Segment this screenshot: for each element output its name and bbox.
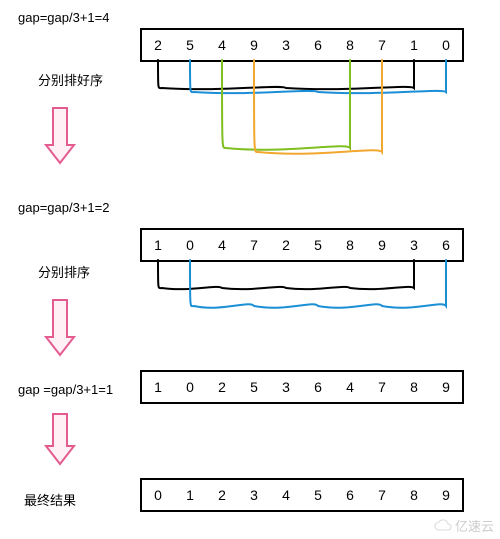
array-cell: 2 [270,230,302,260]
array-cell: 8 [334,30,366,60]
array-gap2: 1047258936 [140,228,464,262]
array-cell: 6 [302,372,334,402]
array-cell: 0 [174,230,206,260]
array-cell: 7 [366,480,398,510]
array-cell: 4 [334,372,366,402]
array-gap1: 1025364789 [140,370,464,404]
array-cell: 0 [142,480,174,510]
label-sort2: 分别排序 [38,262,90,281]
watermark-text: 亿速云 [455,516,494,535]
label-sort4: 分别排好序 [38,70,103,89]
array-cell: 9 [430,372,462,402]
array-cell: 4 [270,480,302,510]
array-cell: 9 [430,480,462,510]
array-cell: 8 [398,480,430,510]
array-cell: 7 [366,372,398,402]
array-cell: 2 [206,480,238,510]
array-cell: 3 [398,230,430,260]
array-cell: 6 [430,230,462,260]
array-cell: 7 [238,230,270,260]
array-cell: 8 [398,372,430,402]
array-cell: 5 [302,230,334,260]
array-cell: 5 [238,372,270,402]
array-cell: 1 [398,30,430,60]
array-cell: 1 [142,372,174,402]
array-gap4: 2549368710 [140,28,464,62]
array-cell: 1 [142,230,174,260]
array-cell: 3 [238,480,270,510]
array-cell: 8 [334,230,366,260]
label-gap4: gap=gap/3+1=4 [18,10,109,25]
label-gap1: gap =gap/3+1=1 [18,382,113,397]
array-cell: 1 [174,480,206,510]
array-cell: 5 [302,480,334,510]
array-cell: 2 [142,30,174,60]
array-cell: 9 [238,30,270,60]
watermark: 亿速云 [434,516,494,535]
array-cell: 4 [206,230,238,260]
array-cell: 0 [174,372,206,402]
array-cell: 7 [366,30,398,60]
cloud-icon [434,519,452,533]
array-cell: 9 [366,230,398,260]
array-cell: 3 [270,30,302,60]
array-cell: 5 [174,30,206,60]
array-final: 0123456789 [140,478,464,512]
array-cell: 0 [430,30,462,60]
array-cell: 3 [270,372,302,402]
array-cell: 6 [334,480,366,510]
label-final: 最终结果 [24,490,76,509]
array-cell: 6 [302,30,334,60]
label-gap2: gap=gap/3+1=2 [18,200,109,215]
array-cell: 4 [206,30,238,60]
array-cell: 2 [206,372,238,402]
